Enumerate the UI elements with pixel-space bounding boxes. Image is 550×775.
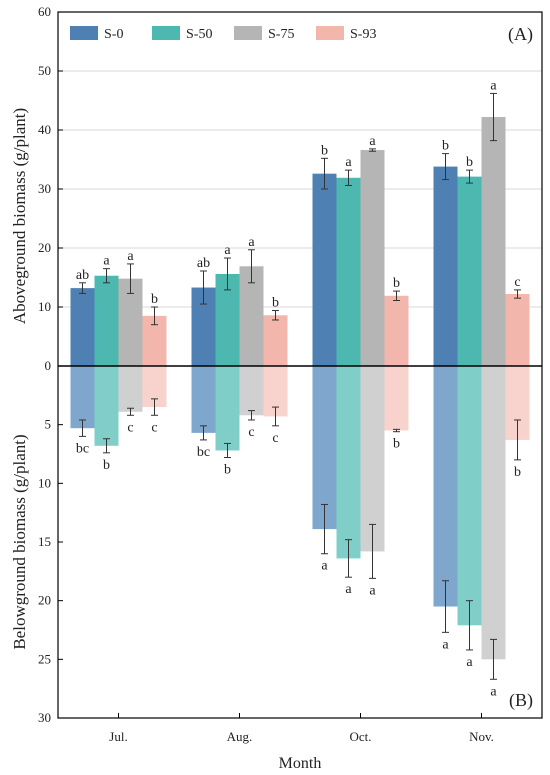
significance-letter: a [369,134,376,149]
y-tick-label: 50 [38,63,51,78]
y-tick-label: 15 [38,534,51,549]
bar [433,366,458,607]
bar [70,288,95,366]
x-tick-label: Jul. [109,729,127,744]
y-tick-label: 10 [38,299,51,314]
significance-letter: c [514,275,520,290]
bar [360,150,385,366]
bars [70,117,530,660]
significance-letter: bc [197,445,210,460]
significance-letter: b [466,155,473,170]
legend: S-0 S-50 S-75 S-93 [70,26,376,42]
bar [336,177,361,366]
significance-letter: ab [197,256,210,271]
y-tick-label: 30 [38,181,51,196]
bar [118,366,143,412]
significance-letter: a [345,155,352,170]
bar [191,366,216,433]
bottom-y-axis-title: Belowground biomass (g/plant) [10,434,29,649]
significance-letter: b [514,465,521,480]
significance-letter: b [151,292,158,307]
significance-letter: b [393,276,400,291]
significance-letter: a [369,583,376,598]
bar [481,366,506,660]
legend-label: S-93 [350,27,376,42]
panel-label-b: (B) [509,690,533,711]
x-tick-label: Nov. [469,729,494,744]
significance-letter: bc [76,441,89,456]
significance-letter: b [272,296,279,311]
significance-letter: a [248,235,255,250]
legend-swatch [152,26,180,40]
significance-letter: ab [76,268,89,283]
y-tick-label: 10 [38,475,51,490]
bar [239,366,264,416]
significance-letter: a [224,243,231,258]
y-tick-label: 5 [45,417,52,432]
significance-letter: b [321,143,328,158]
y-tick-label: 20 [38,240,51,255]
significance-letter: a [490,684,497,699]
bar [312,173,337,366]
significance-letter: c [248,425,254,440]
y-tick-label: 0 [45,358,52,373]
bar [384,295,409,366]
significance-letter: a [442,637,449,652]
bar [94,275,119,366]
significance-letter: a [103,254,110,269]
significance-letter: c [127,420,133,435]
significance-letter: a [345,582,352,597]
plot-frame [57,11,543,719]
significance-letter: a [466,655,473,670]
error-bars [79,92,521,680]
x-tick-label: Oct. [349,729,371,744]
x-axis-title: Month [279,755,322,772]
bar [360,366,385,552]
legend-swatch [234,26,262,40]
legend-label: S-75 [268,27,294,42]
bar [215,366,240,451]
legend-label: S-0 [104,27,123,42]
y-tick-label: 40 [38,122,51,137]
y-tick-label: 30 [38,710,51,725]
y-axis: 0 10 20 30 40 50 60 5 10 15 20 25 30 [38,4,63,725]
significance-letter: c [151,420,157,435]
bar [457,176,482,366]
bar [384,366,409,431]
significance-letter: b [224,463,231,478]
significance-letter: a [321,559,328,574]
y-tick-label: 20 [38,593,51,608]
x-axis: Jul. Aug. Oct. Nov. [109,713,494,744]
bar [312,366,337,530]
legend-swatch [70,26,98,40]
panel-label-a: (A) [508,24,533,45]
significance-letter: b [393,437,400,452]
legend-label: S-50 [186,27,212,42]
significance-letter: b [442,139,449,154]
bar [94,366,119,446]
significance-letter: a [490,78,497,93]
significance-letter: b [103,458,110,473]
bar [481,117,506,367]
x-tick-label: Aug. [227,729,253,744]
legend-swatch [316,26,344,40]
bar [457,366,482,626]
significance-letter: c [272,431,278,446]
y-tick-label: 60 [38,4,51,19]
bar [263,315,288,366]
significance-letter: a [127,249,134,264]
y-tick-label: 25 [38,651,51,666]
bar [433,166,458,366]
bar [70,366,95,429]
bar [336,366,361,559]
top-y-axis-title: Aboveground biomass (g/plant) [10,108,29,324]
bar [505,294,530,366]
